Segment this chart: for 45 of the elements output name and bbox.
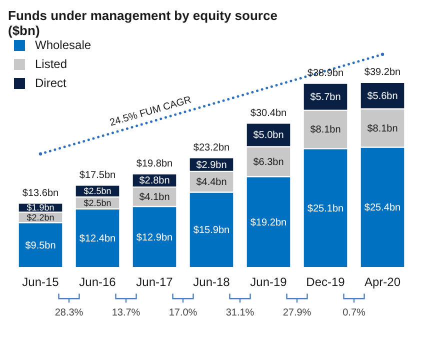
text: 0.7% [342, 307, 366, 318]
x-tick-label: Apr-20 [364, 275, 401, 290]
total-label: $30.4bn [250, 108, 287, 119]
total-label: $39.2bn [364, 67, 401, 78]
x-tick-label: Jun-16 [79, 275, 116, 290]
legend-label: Direct [35, 76, 66, 90]
data-label: $5.0bn [253, 130, 284, 142]
data-label: $2.9bn [196, 160, 227, 171]
text: 13.7% [112, 307, 140, 318]
data-label: $6.3bn [253, 156, 284, 168]
data-label: $2.2bn [26, 212, 54, 222]
text: 27.9% [282, 307, 312, 318]
data-label: $8.1bn [367, 123, 398, 134]
legend-label: Listed [35, 57, 68, 71]
total-label: $17.5bn [79, 170, 116, 181]
data-label: $12.4bn [79, 233, 116, 244]
data-label: $9.5bn [25, 240, 56, 252]
data-label: $25.4bn [364, 202, 401, 214]
total-label: $13.6bn [22, 188, 59, 199]
x-tick-label: Jun-19 [250, 275, 288, 290]
data-label: $25.1bn [307, 203, 344, 214]
data-label: $2.5bn [84, 198, 112, 208]
data-label: $1.9bn [26, 202, 54, 213]
data-label: $15.9bn [193, 225, 230, 236]
data-label: $5.6bn [367, 90, 398, 102]
data-label: $4.4bn [196, 177, 227, 188]
text: 28.3% [54, 307, 84, 318]
total-label: $23.2bn [193, 142, 230, 154]
data-label: $4.1bn [139, 192, 170, 204]
data-label: $2.8bn [139, 176, 170, 187]
x-tick-label: Jun-15 [22, 275, 60, 290]
data-label: $5.7bn [310, 92, 341, 104]
total-label: $19.8bn [136, 158, 173, 170]
data-label: $19.2bn [250, 217, 287, 228]
data-label: $8.1bn [310, 124, 341, 136]
text: Funds under management by equity source ($bn) [8, 8, 278, 38]
x-tick-label: Jun-17 [136, 275, 174, 290]
data-label: $2.5bn [84, 186, 112, 196]
x-tick-label: Dec-19 [306, 275, 346, 290]
data-label: $12.9bn [136, 232, 173, 244]
x-tick-label: Jun-18 [193, 275, 230, 290]
annotation: 24.5% FUM CAGR [108, 94, 193, 129]
legend-label: Wholesale [35, 38, 92, 52]
text: 31.1% [226, 307, 254, 318]
text: 17.0% [168, 307, 198, 318]
